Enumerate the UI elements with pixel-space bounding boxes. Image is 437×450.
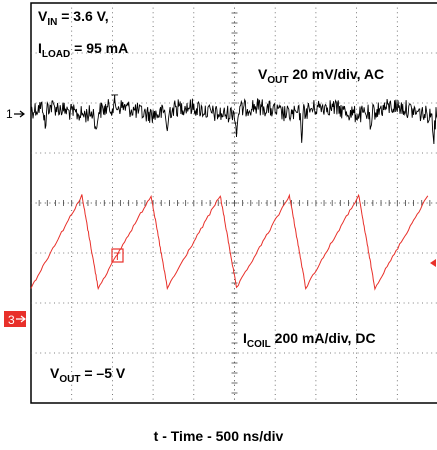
ch1-marker-arrow <box>14 110 25 118</box>
ch3-icoil-trace <box>30 193 429 291</box>
vin-label: VIN = 3.6 V, <box>38 8 109 28</box>
ch3-marker-box <box>4 311 26 327</box>
ch3-trigger-marker: T <box>114 251 121 263</box>
ch3-trigger-marker-box <box>111 248 124 263</box>
iload-label: ILOAD = 95 mA <box>38 40 128 60</box>
icoil-channel-label: ICOIL 200 mA/div, DC <box>243 330 376 350</box>
ch3-trace-group <box>30 193 429 291</box>
vout-channel-label: VOUT 20 mV/div, AC <box>258 66 384 86</box>
grid <box>31 3 437 403</box>
ch1-trace-group <box>30 97 437 145</box>
ch1-vout-trace <box>30 97 437 145</box>
ch1-trigger-marker: T <box>111 92 119 106</box>
ch1-marker-label: 1 <box>6 107 13 121</box>
ch3-marker-label: 3 <box>8 313 15 327</box>
ch3-marker-arrow <box>16 315 26 323</box>
x-axis-label: t - Time - 500 ns/div <box>153 428 284 444</box>
ch3-right-trigger-arrow <box>430 259 436 267</box>
vout-value-label: VOUT = –5 V <box>50 365 126 385</box>
